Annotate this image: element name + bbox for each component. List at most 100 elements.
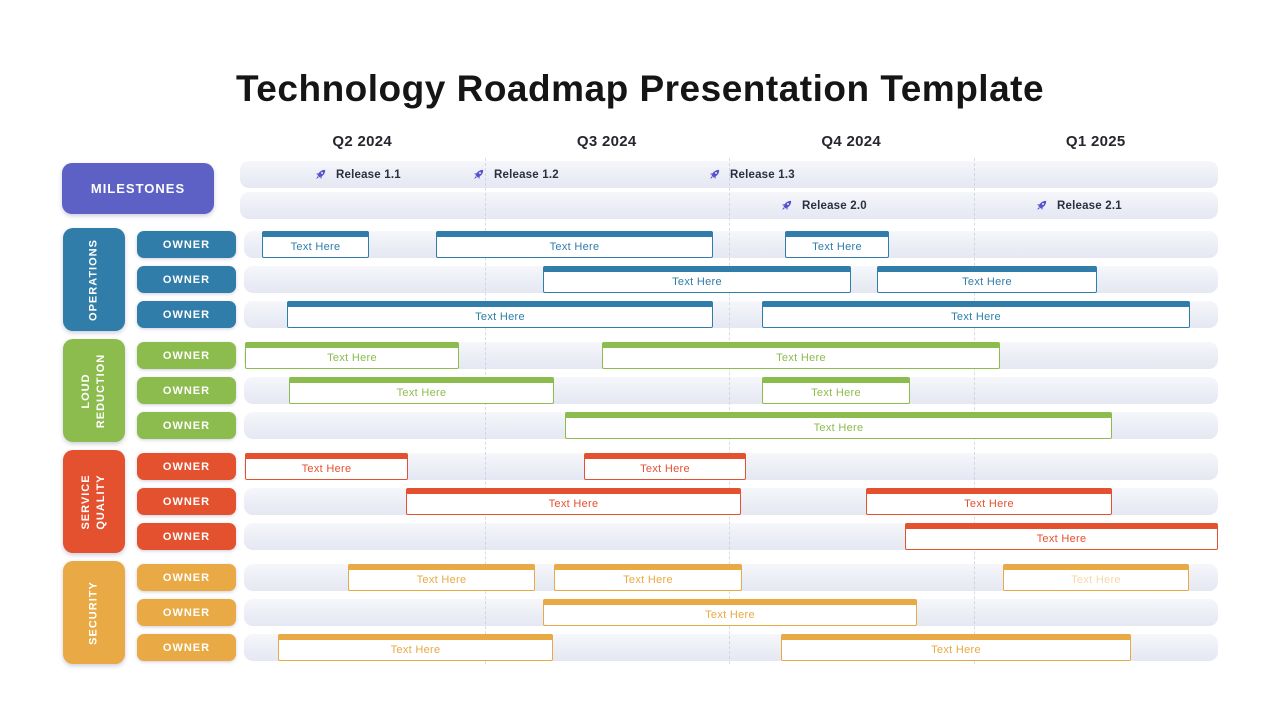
- owner-chip[interactable]: OWNER: [137, 301, 236, 328]
- bar-placeholder-text: Text Here: [962, 276, 1012, 288]
- category-box-service-quality[interactable]: SERVICE QUALITY: [63, 450, 125, 553]
- roadmap-bar[interactable]: Text Here: [781, 634, 1131, 661]
- quarter-header-row: Q2 2024 Q3 2024 Q4 2024 Q1 2025: [240, 133, 1218, 155]
- owner-chip[interactable]: OWNER: [137, 599, 236, 626]
- bar-placeholder-text: Text Here: [396, 387, 447, 399]
- owner-chip-label: OWNER: [162, 384, 211, 397]
- owner-chip-label: OWNER: [162, 419, 211, 432]
- owner-chip-label: OWNER: [162, 349, 211, 362]
- roadmap-bar[interactable]: Text Here: [762, 301, 1190, 328]
- quarter-gridline: [484, 158, 486, 664]
- category-label: LOUD REDUCTION: [80, 353, 107, 428]
- roadmap-bar[interactable]: Text Here: [877, 266, 1097, 293]
- bar-placeholder-text: Text Here: [290, 241, 341, 253]
- milestone-item[interactable]: Release 1.3: [707, 161, 795, 188]
- roadmap-bar[interactable]: Text Here: [565, 412, 1112, 439]
- bar-placeholder-text: Text Here: [416, 574, 467, 586]
- roadmap-bar[interactable]: Text Here: [762, 377, 910, 404]
- bar-placeholder-text: Text Here: [813, 422, 864, 434]
- rocket-icon: [315, 169, 326, 180]
- roadmap-bar[interactable]: Text Here: [348, 564, 535, 591]
- owner-chip-label: OWNER: [162, 273, 211, 286]
- milestones-label-box[interactable]: MILESTONES: [62, 163, 214, 214]
- owner-chip[interactable]: OWNER: [137, 266, 236, 293]
- bar-placeholder-text: Text Here: [776, 352, 826, 364]
- roadmap-bar[interactable]: Text Here: [406, 488, 741, 515]
- quarter-gridline: [973, 158, 975, 664]
- bar-placeholder-text: Text Here: [548, 498, 599, 510]
- roadmap-bar[interactable]: Text Here: [543, 599, 917, 626]
- owner-chip-label: OWNER: [162, 495, 211, 508]
- owner-chip[interactable]: OWNER: [137, 564, 236, 591]
- milestone-label: Release 2.0: [802, 199, 867, 212]
- roadmap-bar[interactable]: Text Here: [245, 342, 459, 369]
- roadmap-bar[interactable]: Text Here: [785, 231, 889, 258]
- owner-chip[interactable]: OWNER: [137, 453, 236, 480]
- milestone-item[interactable]: Release 2.1: [1034, 192, 1122, 219]
- owner-chip[interactable]: OWNER: [137, 342, 236, 369]
- bar-placeholder-text: Text Here: [623, 574, 673, 586]
- roadmap-bar[interactable]: Text Here: [289, 377, 554, 404]
- owner-chip[interactable]: OWNER: [137, 634, 236, 661]
- category-label: OPERATIONS: [87, 238, 100, 321]
- owner-chip[interactable]: OWNER: [137, 412, 236, 439]
- roadmap-bar[interactable]: Text Here: [278, 634, 553, 661]
- roadmap-bar[interactable]: Text Here: [554, 564, 742, 591]
- bar-placeholder-text: Text Here: [1036, 533, 1087, 545]
- owner-chip-label: OWNER: [162, 530, 211, 543]
- roadmap-bar[interactable]: Text Here: [262, 231, 369, 258]
- bar-placeholder-text: Text Here: [549, 241, 600, 253]
- quarter-label-3: Q4 2024: [821, 133, 882, 150]
- bar-placeholder-text: Text Here: [964, 498, 1014, 510]
- owner-chip[interactable]: OWNER: [137, 523, 236, 550]
- quarter-label-1: Q2 2024: [332, 133, 393, 150]
- bar-placeholder-text: Text Here: [931, 644, 981, 656]
- owner-chip-label: OWNER: [162, 238, 211, 251]
- rocket-icon: [1036, 200, 1047, 211]
- owner-chip[interactable]: OWNER: [137, 488, 236, 515]
- milestone-item[interactable]: Release 1.2: [471, 161, 559, 188]
- category-box-security[interactable]: SECURITY: [63, 561, 125, 664]
- bar-placeholder-text: Text Here: [327, 352, 377, 364]
- category-label: SECURITY: [87, 580, 100, 645]
- category-box-loud-reduction[interactable]: LOUD REDUCTION: [63, 339, 125, 442]
- bar-placeholder-text: Text Here: [475, 311, 525, 323]
- milestone-label: Release 2.1: [1057, 199, 1122, 212]
- owner-chip-label: OWNER: [162, 308, 211, 321]
- rocket-icon: [709, 169, 720, 180]
- roadmap-bar[interactable]: Text Here: [245, 453, 408, 480]
- milestone-label: Release 1.3: [730, 168, 795, 181]
- roadmap-bar[interactable]: Text Here: [1003, 564, 1189, 591]
- owner-chip[interactable]: OWNER: [137, 377, 236, 404]
- roadmap-bar[interactable]: Text Here: [866, 488, 1112, 515]
- category-box-operations[interactable]: OPERATIONS: [63, 228, 125, 331]
- category-label: SERVICE QUALITY: [80, 473, 107, 530]
- bar-placeholder-text: Text Here: [812, 241, 862, 253]
- bar-placeholder-text: Text Here: [1071, 574, 1121, 586]
- milestone-label: Release 1.2: [494, 168, 559, 181]
- bar-placeholder-text: Text Here: [951, 311, 1001, 323]
- owner-chip-label: OWNER: [162, 460, 211, 473]
- owner-chip-label: OWNER: [162, 606, 211, 619]
- roadmap-bar[interactable]: Text Here: [287, 301, 713, 328]
- quarter-label-4: Q1 2025: [1065, 133, 1126, 150]
- timeline-row-band: [244, 231, 1218, 258]
- bar-placeholder-text: Text Here: [301, 463, 352, 475]
- owner-chip[interactable]: OWNER: [137, 231, 236, 258]
- roadmap-bar[interactable]: Text Here: [584, 453, 746, 480]
- milestone-item[interactable]: Release 2.0: [779, 192, 867, 219]
- roadmap-bar[interactable]: Text Here: [905, 523, 1218, 550]
- roadmap-bar[interactable]: Text Here: [436, 231, 713, 258]
- bar-placeholder-text: Text Here: [390, 644, 441, 656]
- roadmap-bar[interactable]: Text Here: [543, 266, 851, 293]
- quarter-gridline: [729, 158, 730, 664]
- quarter-label-2: Q3 2024: [576, 133, 637, 150]
- bar-placeholder-text: Text Here: [672, 276, 722, 288]
- roadmap-bar[interactable]: Text Here: [602, 342, 1000, 369]
- milestone-item[interactable]: Release 1.1: [313, 161, 401, 188]
- rocket-icon: [781, 200, 792, 211]
- bar-placeholder-text: Text Here: [640, 463, 690, 475]
- slide-title: Technology Roadmap Presentation Template: [235, 68, 1045, 109]
- owner-chip-label: OWNER: [162, 571, 211, 584]
